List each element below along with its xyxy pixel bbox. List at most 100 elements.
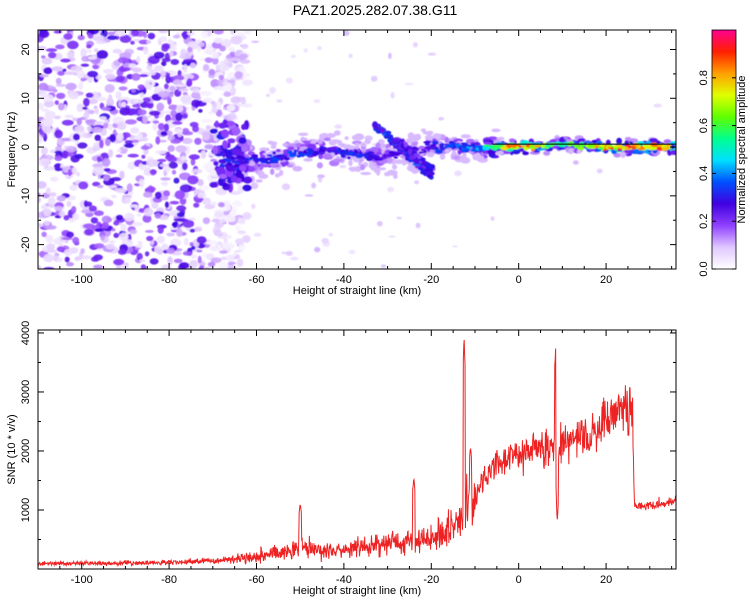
noise-blob [226,216,236,223]
ridge-blob [258,165,264,171]
noise-blob [42,117,54,127]
noise-blob [166,232,176,237]
noise-blob [115,91,122,100]
noise-blob [211,107,218,114]
ridge-blob [616,137,622,145]
noise-blob [90,127,103,133]
ridge-core-blob [435,146,439,151]
noise-blob [214,211,224,218]
noise-blob [241,103,253,108]
noise-blob [78,81,84,91]
noise-blob [126,183,133,193]
noise-blob [230,35,243,45]
ridge-blob [384,171,391,177]
streak-blob [400,142,405,150]
noise-blob [172,75,185,81]
noise-blob [66,231,74,238]
ridge-blob [238,137,247,144]
noise-blob [415,222,421,229]
noise-blob [77,142,88,149]
noise-blob [205,253,215,260]
noise-blob [38,181,47,189]
noise-blob [105,243,116,250]
noise-blob [63,33,73,40]
noise-blob [169,85,176,92]
noise-blob [159,36,168,43]
noise-blob [45,225,57,230]
noise-blob [103,174,110,182]
noise-blob [135,244,144,248]
noise-blob [121,101,127,108]
ridge-core-blob [533,145,541,148]
noise-blob [154,191,162,200]
noise-blob [196,95,202,100]
noise-blob [63,215,70,221]
ridge-core-blob [239,156,246,160]
noise-blob [93,264,103,269]
noise-blob [211,218,221,223]
noise-blob [174,83,187,88]
noise-blob [189,121,199,128]
noise-blob [142,102,152,108]
ridge-core-blob [430,143,437,147]
noise-blob [572,160,579,165]
noise-blob [65,145,77,153]
noise-blob [204,266,212,269]
noise-blob [161,57,171,63]
noise-blob [112,48,123,54]
noise-blob [109,240,116,244]
noise-blob [94,48,99,53]
noise-blob [414,180,420,185]
noise-blob [232,200,243,207]
ridge-blob [287,146,295,151]
noise-blob [154,65,164,72]
noise-blob [214,101,222,110]
ridge-core-blob [478,148,484,151]
noise-blob [158,30,169,34]
ridge-core-blob [347,156,351,160]
noise-blob [41,57,53,65]
noise-blob [303,48,309,53]
noise-blob [132,104,141,108]
noise-blob [189,228,196,233]
noise-blob [92,166,104,176]
ridge-blob [226,165,235,172]
ridge-core-blob [428,146,436,150]
noise-blob [189,86,200,92]
noise-blob [234,250,242,253]
spectrogram-y-tick-label: 0 [20,144,32,150]
ridge-blob [258,173,269,179]
streak-blob [418,167,423,171]
ridge-blob [483,141,492,146]
ridge-blob [392,170,398,175]
spectrogram-x-axis-label: Height of straight line (km) [293,285,421,297]
ridge-core-blob [293,149,297,154]
noise-blob [396,216,402,220]
ridge-blob [227,138,236,144]
noise-blob [66,262,74,267]
noise-blob [76,70,86,79]
ridge-blob [238,165,247,172]
noise-blob [380,264,387,268]
noise-blob [171,169,177,175]
spectrogram-x-tick-label: -20 [423,274,439,286]
noise-blob [172,121,183,125]
noise-blob [80,248,85,255]
streak-blob [383,134,390,139]
noise-blob [144,229,154,233]
noise-blob [213,30,224,35]
noise-blob [132,221,144,227]
colorbar-tick-label: 0.4 [698,166,710,181]
noise-blob [93,142,101,151]
noise-blob [69,184,78,191]
noise-blob [54,205,63,212]
noise-blob [94,243,105,249]
noise-blob [74,125,81,132]
ridge-core-blob [390,152,397,155]
noise-blob [223,91,231,97]
noise-blob [138,178,145,188]
noise-blob [38,158,51,167]
noise-blob [46,249,58,253]
noise-blob [313,99,321,104]
